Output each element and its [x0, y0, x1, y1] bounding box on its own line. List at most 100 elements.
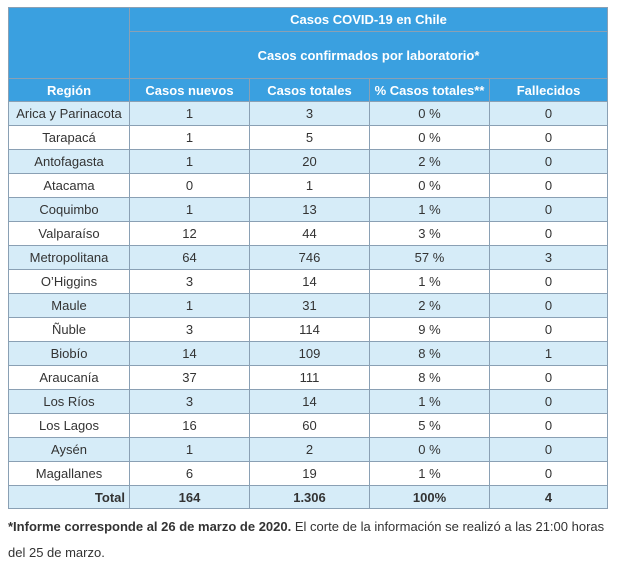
- value-cell: 64: [129, 245, 250, 270]
- value-cell: 8 %: [369, 341, 490, 366]
- value-cell: 6: [129, 461, 250, 486]
- value-cell: 0: [488, 197, 609, 222]
- value-cell: 8 %: [369, 365, 490, 390]
- value-cell: 0: [488, 221, 609, 246]
- value-cell: 2: [249, 437, 370, 462]
- total-value: 100%: [369, 485, 490, 509]
- header-corner: [8, 7, 130, 79]
- table-row: Arica y Parinacota 1 3 0 % 0: [8, 101, 609, 126]
- region-cell: Biobío: [8, 341, 130, 366]
- region-cell: Ñuble: [8, 317, 130, 342]
- value-cell: 0 %: [369, 101, 490, 126]
- table-row: Atacama 0 1 0 % 0: [8, 173, 609, 198]
- table-row: Ñuble 3 114 9 % 0: [8, 317, 609, 342]
- region-cell: Los Ríos: [8, 389, 130, 414]
- value-cell: 1: [129, 293, 250, 318]
- column-header: % Casos totales**: [369, 78, 490, 102]
- value-cell: 0 %: [369, 125, 490, 150]
- total-label: Total: [8, 485, 130, 509]
- value-cell: 0: [488, 437, 609, 462]
- value-cell: 0: [488, 461, 609, 486]
- value-cell: 31: [249, 293, 370, 318]
- value-cell: 3: [129, 317, 250, 342]
- region-cell: O’Higgins: [8, 269, 130, 294]
- value-cell: 37: [129, 365, 250, 390]
- region-cell: Maule: [8, 293, 130, 318]
- region-cell: Aysén: [8, 437, 130, 462]
- value-cell: 109: [249, 341, 370, 366]
- table-row: Los Lagos 16 60 5 % 0: [8, 413, 609, 438]
- value-cell: 0: [488, 101, 609, 126]
- region-cell: Atacama: [8, 173, 130, 198]
- table-row: Biobío 14 109 8 % 1: [8, 341, 609, 366]
- value-cell: 1: [488, 341, 609, 366]
- region-cell: Tarapacá: [8, 125, 130, 150]
- column-header: Fallecidos: [488, 78, 609, 102]
- region-cell: Valparaíso: [8, 221, 130, 246]
- value-cell: 3: [249, 101, 370, 126]
- total-value: 1.306: [249, 485, 370, 509]
- covid-table-container: Casos COVID-19 en Chile Casos confirmado…: [8, 7, 609, 509]
- footnote: *Informe corresponde al 26 de marzo de 2…: [8, 514, 613, 566]
- covid-cases-table: Casos COVID-19 en Chile Casos confirmado…: [8, 7, 609, 509]
- value-cell: 0: [488, 389, 609, 414]
- value-cell: 3 %: [369, 221, 490, 246]
- column-header: Casos nuevos: [129, 78, 250, 102]
- value-cell: 1: [129, 101, 250, 126]
- region-cell: Los Lagos: [8, 413, 130, 438]
- value-cell: 0: [488, 269, 609, 294]
- table-body: Arica y Parinacota 1 3 0 % 0 Tarapacá 1 5 0 % 0 An…: [8, 101, 609, 486]
- table-row: Antofagasta 1 20 2 % 0: [8, 149, 609, 174]
- value-cell: 114: [249, 317, 370, 342]
- value-cell: 12: [129, 221, 250, 246]
- region-cell: Araucanía: [8, 365, 130, 390]
- footnote-bold: *Informe corresponde al 26 de marzo de 2…: [8, 519, 292, 534]
- table-row: Maule 1 31 2 % 0: [8, 293, 609, 318]
- value-cell: 1 %: [369, 461, 490, 486]
- value-cell: 0: [488, 365, 609, 390]
- footnote-text: El corte de la información se realizó a …: [8, 519, 605, 560]
- region-cell: Antofagasta: [8, 149, 130, 174]
- value-cell: 2 %: [369, 149, 490, 174]
- table-row: Los Ríos 3 14 1 % 0: [8, 389, 609, 414]
- table-row: O’Higgins 3 14 1 % 0: [8, 269, 609, 294]
- region-cell: Magallanes: [8, 461, 130, 486]
- region-cell: Coquimbo: [8, 197, 130, 222]
- value-cell: 5: [249, 125, 370, 150]
- value-cell: 3: [129, 269, 250, 294]
- value-cell: 1: [129, 125, 250, 150]
- value-cell: 1: [129, 149, 250, 174]
- table-row: Tarapacá 1 5 0 % 0: [8, 125, 609, 150]
- value-cell: 111: [249, 365, 370, 390]
- table-row: Metropolitana 64 746 57 % 3: [8, 245, 609, 270]
- value-cell: 13: [249, 197, 370, 222]
- value-cell: 0: [488, 173, 609, 198]
- value-cell: 19: [249, 461, 370, 486]
- value-cell: 1 %: [369, 197, 490, 222]
- value-cell: 1: [129, 437, 250, 462]
- table-row: Valparaíso 12 44 3 % 0: [8, 221, 609, 246]
- total-value: 4: [488, 485, 609, 509]
- column-header: Casos totales: [249, 78, 370, 102]
- table-subtitle: Casos confirmados por laboratorio*: [128, 31, 609, 79]
- value-cell: 5 %: [369, 413, 490, 438]
- table-row: Magallanes 6 19 1 % 0: [8, 461, 609, 486]
- table-row: Aysén 1 2 0 % 0: [8, 437, 609, 462]
- value-cell: 20: [249, 149, 370, 174]
- value-cell: 2 %: [369, 293, 490, 318]
- value-cell: 1: [129, 197, 250, 222]
- column-header-row: Región Casos nuevos Casos totales% Casos t…: [8, 78, 609, 102]
- region-cell: Arica y Parinacota: [8, 101, 130, 126]
- value-cell: 57 %: [369, 245, 490, 270]
- value-cell: 9 %: [369, 317, 490, 342]
- value-cell: 3: [488, 245, 609, 270]
- value-cell: 0: [488, 149, 609, 174]
- value-cell: 60: [249, 413, 370, 438]
- value-cell: 0 %: [369, 437, 490, 462]
- value-cell: 1 %: [369, 389, 490, 414]
- value-cell: 16: [129, 413, 250, 438]
- value-cell: 3: [129, 389, 250, 414]
- value-cell: 0: [488, 125, 609, 150]
- region-cell: Metropolitana: [8, 245, 130, 270]
- table-title: Casos COVID-19 en Chile: [128, 7, 609, 32]
